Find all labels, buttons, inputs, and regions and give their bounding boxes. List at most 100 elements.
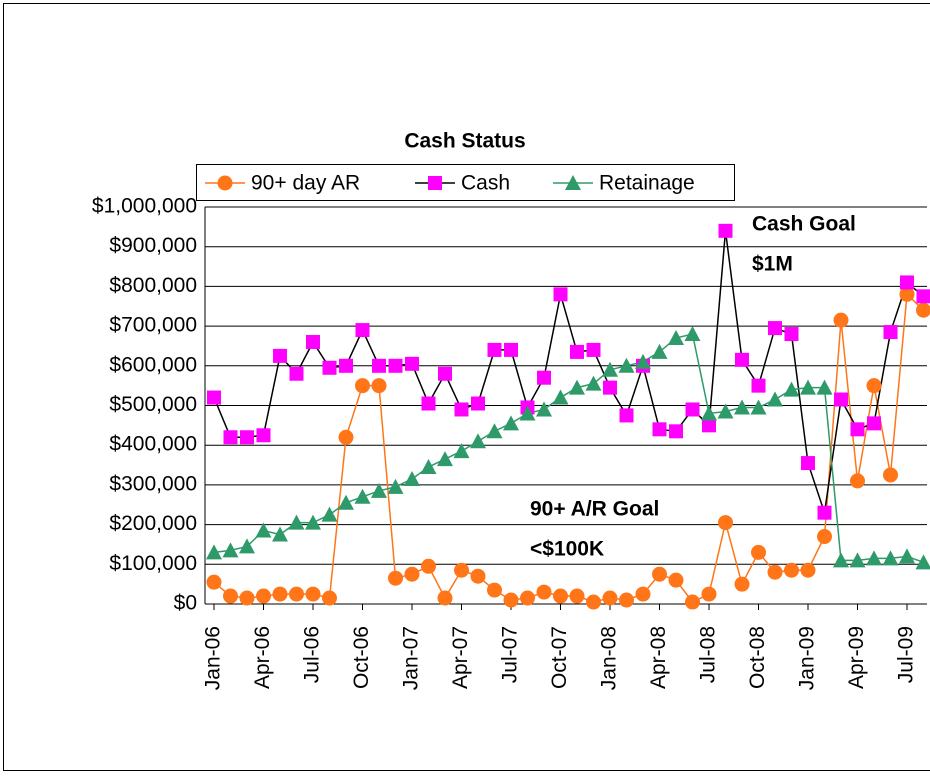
series-line — [213, 333, 924, 564]
data-point — [387, 478, 404, 494]
data-point — [883, 325, 898, 340]
y-tick-label: $900,000 — [109, 234, 197, 257]
data-point — [503, 592, 519, 608]
data-point — [701, 586, 717, 602]
data-point — [603, 380, 617, 395]
data-point — [421, 558, 436, 574]
data-point — [849, 552, 866, 568]
data-point — [272, 586, 288, 602]
data-point — [355, 323, 370, 338]
data-point — [767, 391, 783, 407]
data-point — [685, 594, 700, 610]
data-point — [519, 405, 536, 421]
data-point — [371, 378, 387, 394]
data-point — [372, 358, 386, 373]
y-tick-label: $300,000 — [109, 472, 197, 495]
data-point — [619, 592, 634, 608]
y-tick-label: $0 — [174, 592, 197, 615]
data-point — [850, 422, 865, 437]
x-tick-label: Oct-08 — [746, 626, 769, 689]
data-point — [321, 506, 338, 522]
data-point — [520, 590, 535, 606]
data-point — [553, 287, 568, 302]
data-point — [306, 334, 320, 349]
data-point — [768, 321, 782, 336]
x-tick-label: Jan-08 — [598, 626, 621, 690]
data-point — [322, 590, 337, 606]
data-point — [668, 330, 684, 346]
data-point — [339, 358, 353, 373]
data-point — [569, 588, 585, 604]
annotation: 90+ A/R Goal — [530, 498, 659, 521]
data-point — [503, 415, 519, 431]
chart-title: Cash Status — [404, 130, 525, 153]
series-line — [213, 230, 924, 513]
data-point — [536, 584, 552, 600]
y-tick-label: $600,000 — [109, 353, 197, 376]
data-point — [784, 327, 799, 342]
data-point — [388, 358, 403, 373]
data-point — [685, 402, 700, 417]
data-point — [750, 399, 767, 415]
legend — [196, 164, 735, 201]
data-point — [669, 424, 683, 439]
data-point — [305, 586, 321, 602]
data-point — [751, 544, 766, 560]
data-point — [355, 378, 370, 394]
y-tick-label: $500,000 — [109, 393, 197, 416]
data-point — [883, 467, 898, 483]
data-point — [536, 401, 552, 417]
data-point — [784, 562, 799, 578]
data-point — [207, 390, 221, 405]
data-point — [239, 590, 255, 606]
legend-marker — [217, 175, 233, 191]
data-point — [652, 422, 667, 437]
data-point — [569, 379, 585, 395]
data-point — [256, 588, 271, 604]
data-point — [618, 357, 635, 373]
data-point — [586, 594, 601, 610]
x-tick-label: Oct-06 — [350, 626, 373, 689]
data-point — [289, 586, 304, 602]
x-tick-label: Jul-06 — [301, 626, 324, 683]
data-point — [735, 352, 749, 367]
data-point — [240, 430, 254, 445]
legend-marker — [428, 176, 442, 190]
data-point — [222, 542, 239, 558]
legend-label: Cash — [461, 172, 510, 195]
x-tick-label: Jul-09 — [895, 626, 918, 683]
data-point — [487, 342, 502, 357]
data-point — [817, 529, 832, 545]
data-point — [504, 342, 518, 357]
data-point — [206, 574, 222, 590]
data-point — [486, 423, 503, 439]
data-point — [404, 470, 420, 486]
x-tick-label: Apr-09 — [845, 626, 868, 689]
data-point — [437, 590, 453, 606]
data-point — [288, 514, 305, 530]
legend-label: Retainage — [599, 172, 695, 195]
data-point — [256, 428, 271, 443]
data-point — [850, 473, 865, 489]
y-tick-label: $100,000 — [109, 552, 197, 575]
data-point — [273, 348, 287, 363]
data-point — [223, 430, 238, 445]
data-point — [866, 378, 882, 394]
data-point — [602, 590, 618, 606]
data-point — [272, 526, 288, 542]
data-point — [239, 538, 255, 554]
data-point — [437, 451, 453, 467]
data-point — [783, 381, 800, 397]
data-point — [255, 522, 272, 538]
annotation: $1M — [752, 253, 793, 276]
data-point — [899, 286, 915, 302]
data-point — [866, 550, 882, 566]
data-point — [817, 505, 832, 520]
data-point — [619, 408, 634, 423]
data-point — [834, 392, 848, 407]
y-tick-label: $800,000 — [109, 274, 197, 297]
data-point — [668, 572, 684, 588]
data-point — [322, 360, 337, 375]
